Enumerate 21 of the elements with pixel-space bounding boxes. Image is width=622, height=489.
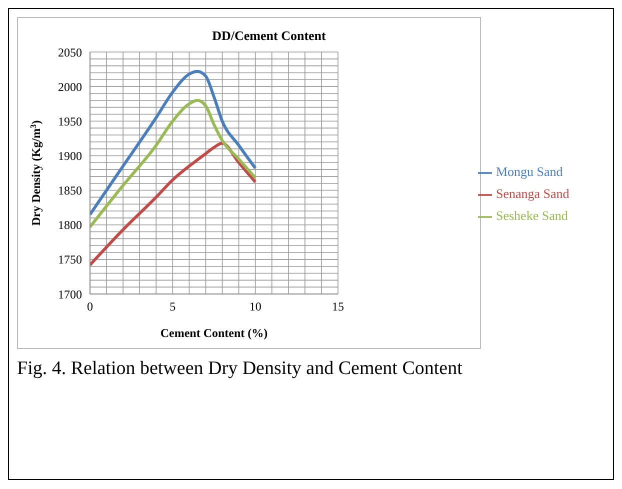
y-tick-label: 1800 [58,218,82,232]
line-series [90,98,257,228]
y-tick-label: 2000 [58,80,82,94]
caption: Fig. 4. Relation between Dry Density and Cement Content [17,357,464,381]
y-tick-label: 1900 [58,148,82,163]
x-tick-label: 5 [170,300,176,314]
x-tick-label: 0 [87,300,93,314]
x-axis-title: Cement Content (%) [160,326,268,340]
chart-title: DD/Cement Content [211,28,327,44]
y-tick-label: 1850 [58,184,82,198]
legend-label: Mongu Sand [496,164,563,179]
line-series [90,70,257,216]
y-tick-label: 1700 [58,287,82,302]
legend-label: Senanga Sand [496,186,570,201]
x-tick-label: 15 [332,300,344,314]
line-series [90,142,257,266]
y-tick-label: 1950 [58,114,82,128]
x-tick-label: 10 [249,300,262,314]
y-tick-label: 2050 [58,45,82,60]
legend-label: Sesheke Sand [496,208,568,223]
y-tick-label: 1750 [58,252,82,267]
